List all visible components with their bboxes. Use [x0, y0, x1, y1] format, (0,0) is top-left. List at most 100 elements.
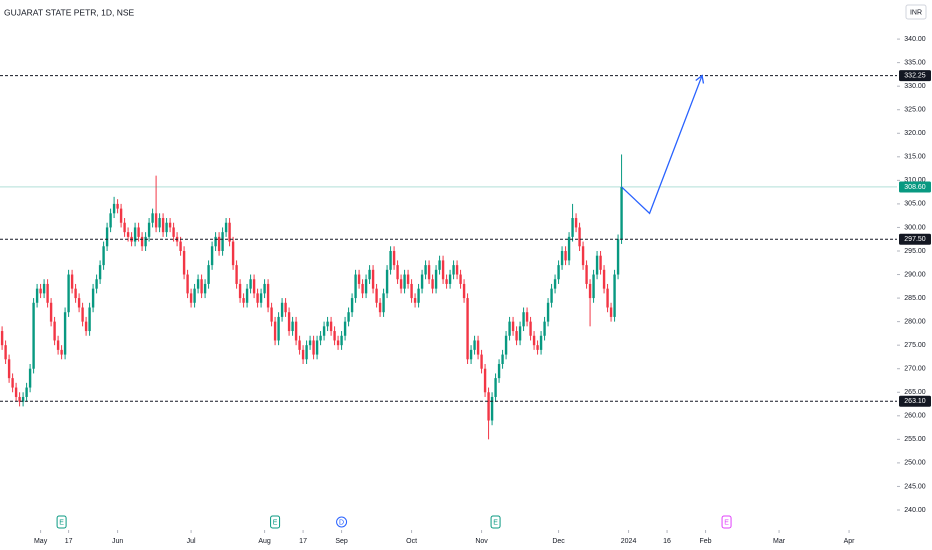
candle-body [46, 283, 49, 303]
candle-body [571, 218, 574, 237]
candle-body [56, 340, 60, 350]
event-label: D [339, 519, 344, 526]
candle-body [105, 227, 109, 247]
candle-body [550, 288, 553, 303]
candle-body [483, 368, 487, 393]
candle-body [91, 288, 95, 308]
candle-body [77, 298, 81, 308]
candle-body [137, 227, 140, 237]
candle-body [410, 283, 413, 299]
candle-body [357, 274, 361, 284]
y-tick-label: 290.00 [904, 271, 926, 278]
candle-body [518, 326, 522, 341]
candle-body [546, 302, 550, 322]
candle-body [375, 288, 378, 303]
candle-body [322, 326, 326, 336]
candle-body [154, 213, 158, 228]
candle-body [21, 396, 25, 402]
candle-body [616, 239, 620, 275]
candle-body [123, 222, 126, 233]
candle-body [263, 283, 266, 294]
arrow-head [695, 74, 705, 84]
y-tick-label: 275.00 [904, 342, 926, 349]
y-tick-label: 245.00 [904, 483, 926, 490]
event-marker [336, 516, 348, 528]
candle-body [193, 288, 196, 303]
candle-body [39, 288, 42, 294]
candle-body [333, 331, 336, 341]
event-marker [490, 515, 501, 529]
candle-body [49, 302, 53, 322]
candle-body [525, 312, 529, 322]
price-label-box [899, 181, 931, 193]
candle-body [536, 345, 539, 350]
x-tick-label: 17 [65, 538, 73, 545]
candle-body [329, 321, 333, 332]
candle-body [438, 260, 441, 270]
y-tick-label: 270.00 [904, 366, 926, 373]
candle-body [459, 274, 462, 284]
price-label-box [899, 233, 931, 245]
event-marker [270, 515, 281, 529]
candle-body [385, 269, 389, 294]
y-tick-label: 280.00 [904, 318, 926, 325]
candle-body [172, 227, 175, 237]
candle-body [165, 222, 168, 233]
candle-body [270, 307, 273, 322]
candle-body [469, 349, 473, 360]
candle-body [581, 246, 585, 266]
candle-body [273, 321, 277, 341]
candle-body [406, 274, 410, 284]
candle-body [434, 269, 438, 289]
candle-body [350, 298, 354, 313]
candle-body [214, 236, 217, 247]
currency: INR [910, 9, 922, 16]
candle-body [557, 265, 560, 280]
candle-body [245, 288, 249, 303]
candle-body [4, 345, 7, 360]
currency-box[interactable] [905, 4, 927, 20]
event-label: E [493, 519, 498, 526]
candle-body [74, 288, 77, 299]
candle-body [0, 331, 4, 346]
candle-body [620, 186, 623, 240]
candle-body [161, 218, 165, 233]
candle-body [336, 340, 340, 346]
candle-body [7, 359, 11, 379]
candle-body [53, 321, 56, 341]
price-label: 332.25 [904, 72, 926, 79]
x-tick-label: Mar [773, 538, 786, 545]
candle-body [277, 316, 280, 341]
candle-body [217, 236, 221, 251]
candle-body [445, 279, 448, 284]
candle-body [126, 232, 130, 237]
candle-body [312, 340, 315, 355]
x-tick-label: Aug [258, 538, 271, 545]
x-tick-label: Jul [187, 538, 196, 545]
candle-body [242, 298, 245, 303]
candle-body [207, 265, 210, 284]
x-tick-label: 16 [663, 538, 671, 545]
candle-body [60, 349, 63, 355]
candle-body [81, 307, 84, 322]
candle-body [235, 265, 238, 284]
candle-body [368, 269, 371, 280]
x-tick-label: Jun [112, 538, 123, 545]
y-tick-label: 340.00 [904, 36, 926, 43]
candle-body [476, 340, 480, 355]
candle-body [63, 312, 67, 355]
price-label: 263.10 [904, 398, 926, 405]
candle-body [574, 218, 578, 228]
candle-body [119, 208, 123, 223]
candle-body [371, 269, 375, 289]
y-tick-label: 325.00 [904, 107, 926, 114]
y-tick-label: 240.00 [904, 507, 926, 514]
candle-body [539, 335, 543, 350]
price-label-box [899, 70, 931, 82]
y-tick-label: 335.00 [904, 59, 926, 66]
y-tick-label: 250.00 [904, 460, 926, 467]
candle-body [102, 246, 105, 266]
candle-body [340, 335, 343, 346]
candle-body [501, 354, 504, 365]
